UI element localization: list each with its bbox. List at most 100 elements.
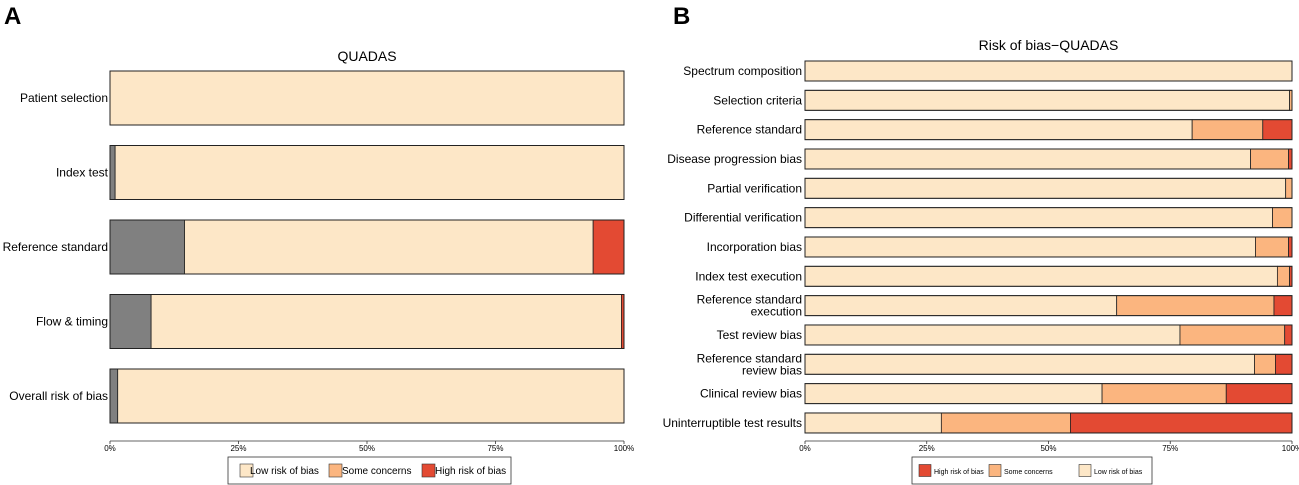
legend-label-high-risk-of-bias: High risk of bias (934, 469, 984, 476)
bar-segment-some-concerns (1116, 295, 1275, 317)
category-label: Reference standard review bias (697, 351, 802, 377)
row-test-review-bias: Test review bias (717, 324, 1293, 346)
row-selection-criteria: Selection criteria (713, 89, 1293, 111)
legend-swatch-high-risk-of-bias (918, 464, 932, 477)
bar-segment-low-risk-of-bias (804, 265, 1278, 287)
row-reference-standard-review-bias: Reference standard review bias (697, 351, 1293, 377)
legend-label-high-risk-of-bias: High risk of bias (435, 466, 506, 477)
legend: Low risk of bias Some concerns High risk o… (227, 456, 512, 485)
x-tick-label: 100% (614, 444, 634, 453)
bar-outline (109, 368, 625, 424)
x-tick-label: 100% (1282, 444, 1299, 453)
bar-segment-low-risk-of-bias (804, 412, 942, 434)
bar-segment-high-risk-of-bias (592, 219, 625, 275)
bar-outline (804, 119, 1293, 141)
bar-segment-high-risk-of-bias (1288, 148, 1293, 170)
bar-outline (109, 70, 625, 126)
category-label: Flow & timing (36, 315, 108, 329)
bar-outline (804, 324, 1293, 346)
x-tick-label: 50% (1040, 444, 1056, 453)
bar-segment-high-risk-of-bias (1288, 236, 1293, 258)
bar-segment-low-risk-of-bias (804, 236, 1256, 258)
legend-box (911, 456, 1153, 485)
panel-letter: A (4, 3, 21, 30)
row-disease-progression-bias: Disease progression bias (667, 148, 1293, 170)
chart-title: QUADAS (337, 48, 396, 64)
bar-outline (109, 219, 625, 275)
panel-letter: B (673, 3, 690, 30)
chart-title: Risk of bias−QUADAS (979, 37, 1119, 53)
row-patient-selection: Patient selection (20, 70, 625, 126)
bar-outline (804, 60, 1293, 82)
bar-outline (804, 265, 1293, 287)
bar-segment-low-risk-of-bias (117, 368, 625, 424)
category-label: Test review bias (717, 328, 802, 342)
x-tick-label: 75% (1162, 444, 1178, 453)
bar-segment-low-risk-of-bias (804, 119, 1193, 141)
category-label: Reference standard (697, 123, 802, 137)
category-label: Patient selection (20, 91, 108, 105)
row-spectrum-composition: Spectrum composition (683, 60, 1293, 82)
bar-segment-unclear (109, 145, 116, 200)
x-tick-label: 75% (487, 444, 503, 453)
bar-segment-some-concerns (940, 412, 1071, 434)
panel-b: B Risk of bias−QUADAS Spectrum composition… (663, 3, 1299, 485)
category-label: Spectrum composition (683, 64, 802, 78)
bar-segment-low-risk-of-bias (804, 295, 1118, 317)
bar-segment-high-risk-of-bias (1225, 383, 1293, 405)
row-differential-verification: Differential verification (684, 207, 1293, 229)
bar-outline (804, 383, 1293, 405)
category-label: Disease progression bias (667, 152, 802, 166)
legend-swatch-low-risk-of-bias (1078, 464, 1092, 477)
bar-segment-unclear (109, 294, 152, 349)
category-label: Clinical review bias (700, 387, 802, 401)
row-overall-risk-of-bias: Overall risk of bias (9, 368, 625, 424)
bar-segment-some-concerns (1254, 353, 1276, 375)
bar-segment-low-risk-of-bias (184, 219, 594, 275)
bar-segment-unclear (109, 368, 119, 424)
bar-segment-some-concerns (1179, 324, 1286, 346)
row-incorporation-bias: Incorporation bias (707, 236, 1293, 258)
x-axis: 0% 25% 50% 75% 100% (799, 440, 1299, 453)
row-partial-verification: Partial verification (707, 177, 1293, 199)
category-label: Partial verification (707, 181, 802, 195)
bar-segment-low-risk-of-bias (804, 148, 1252, 170)
bar-segment-some-concerns (1272, 207, 1293, 229)
x-tick-label: 0% (799, 444, 811, 453)
bar-segment-low-risk-of-bias (114, 145, 625, 200)
row-reference-standard-execution: Reference standard execution (697, 293, 1293, 319)
legend-swatch-high-risk-of-bias (421, 463, 436, 478)
bar-outline (804, 207, 1293, 229)
bar-segment-low-risk-of-bias (804, 177, 1287, 199)
bar-segment-low-risk-of-bias (109, 70, 625, 126)
category-label: Reference standard execution (697, 293, 802, 319)
bar-segment-some-concerns (1101, 383, 1227, 405)
bar-segment-unclear (109, 219, 185, 275)
legend-label-low-risk-of-bias: Low risk of bias (1094, 469, 1143, 476)
bar-outline (109, 145, 625, 200)
bar-outline (804, 148, 1293, 170)
panel-a: A QUADAS Patient selection Index test Refere… (3, 3, 634, 485)
legend-box (227, 456, 512, 485)
bar-segment-some-concerns (1285, 177, 1293, 199)
bar-outline (804, 236, 1293, 258)
bar-segment-low-risk-of-bias (150, 294, 622, 349)
category-label: Uninterruptible test results (663, 416, 802, 430)
bar-segment-low-risk-of-bias (804, 383, 1103, 405)
bar-outline (804, 353, 1293, 375)
legend-swatch-low-risk-of-bias (239, 463, 254, 478)
bar-outline (804, 89, 1293, 111)
row-uninterruptible-test-results: Uninterruptible test results (663, 412, 1293, 434)
category-label: Index test execution (695, 269, 802, 283)
legend-swatch-some-concerns (328, 463, 343, 478)
category-label: Selection criteria (713, 93, 802, 107)
legend-label-some-concerns: Some concerns (342, 466, 411, 477)
row-flow-timing: Flow & timing (36, 294, 625, 349)
category-label: Incorporation bias (707, 240, 802, 254)
x-axis: 0% 25% 50% 75% 100% (104, 440, 634, 453)
bar-segment-high-risk-of-bias (1273, 295, 1293, 317)
bar-segment-some-concerns (1276, 265, 1290, 287)
row-index-test: Index test (56, 145, 625, 200)
category-label: Index test (56, 166, 109, 180)
